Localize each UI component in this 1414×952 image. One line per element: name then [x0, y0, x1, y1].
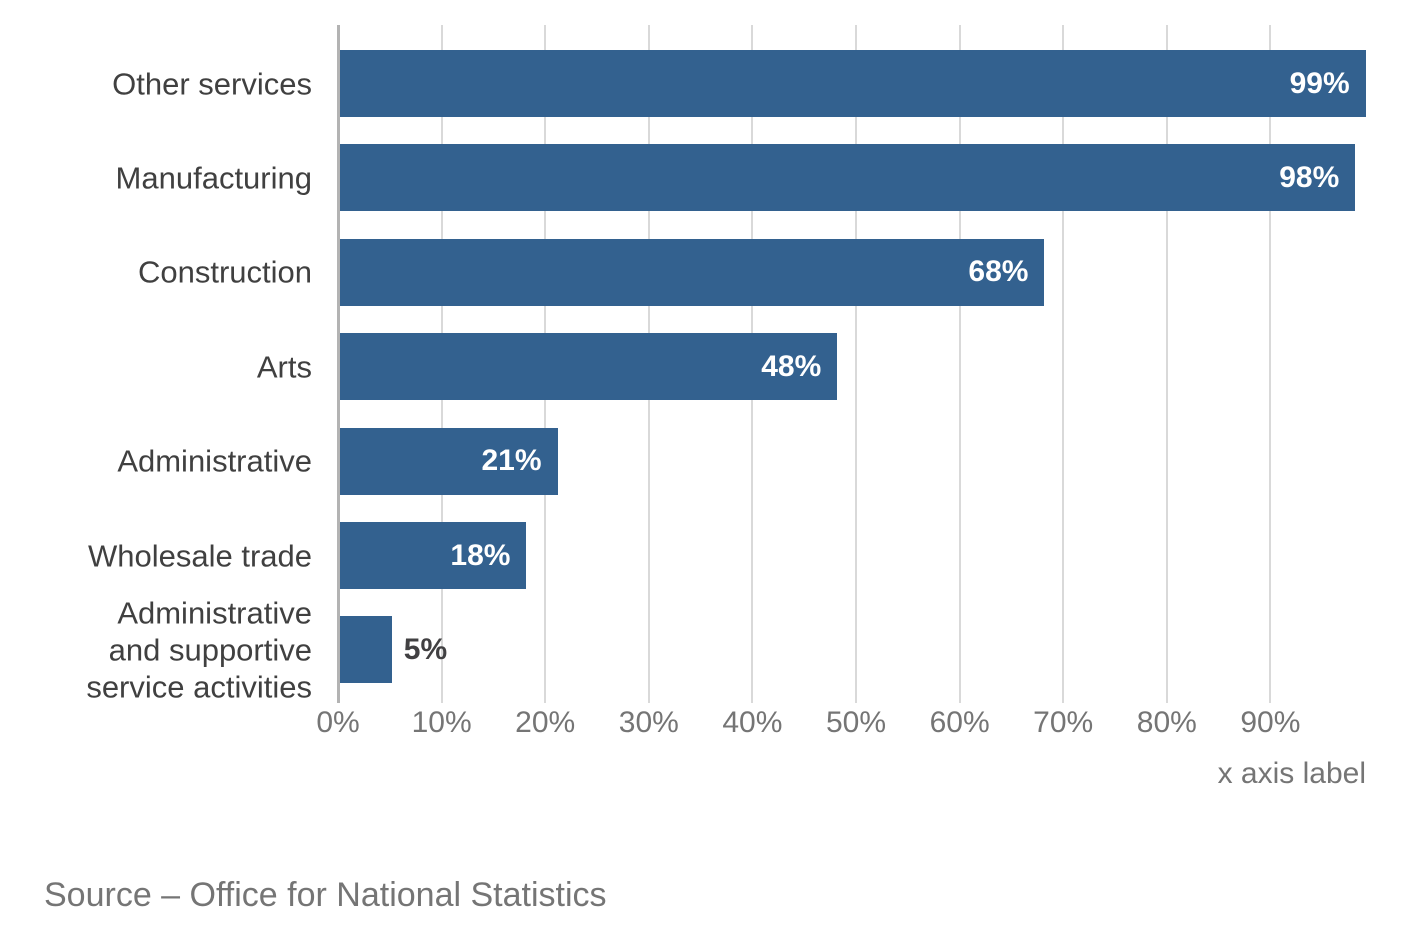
category-label: Manufacturing — [0, 159, 312, 196]
bar-value-label: 98% — [1279, 160, 1340, 194]
x-tick-label: 60% — [929, 706, 990, 739]
category-label: Arts — [0, 348, 312, 385]
category-label-line: Administrative — [117, 443, 312, 479]
x-tick-label: 0% — [316, 706, 360, 739]
gridline — [855, 25, 857, 703]
category-label: Wholesale trade — [0, 537, 312, 574]
bar-value-label: 99% — [1289, 66, 1350, 100]
source-note: Source – Office for National Statistics — [44, 876, 607, 914]
bar: 68% — [340, 238, 1045, 306]
gridline — [958, 25, 961, 703]
x-tick-label: 80% — [1136, 706, 1197, 739]
category-label: Other services — [0, 65, 312, 102]
category-label-line: Administrative — [117, 595, 312, 631]
x-tick-label: 40% — [722, 706, 783, 739]
bar: 99% — [340, 50, 1366, 117]
gridline — [1269, 25, 1272, 703]
gridline — [1165, 25, 1168, 703]
bar-value-label: 18% — [450, 538, 511, 572]
category-label: Administrative — [0, 443, 312, 480]
bar-value-label: 68% — [968, 255, 1029, 289]
x-tick-label: 50% — [825, 706, 887, 739]
category-label-line: Wholesale trade — [87, 538, 312, 573]
category-label-line: Arts — [256, 349, 312, 385]
bar-value-label: 5% — [403, 632, 448, 666]
x-tick-label: 20% — [515, 706, 576, 739]
category-label: Administrative and supportive service acti… — [0, 594, 312, 705]
category-label-line: service activities — [86, 669, 312, 705]
category-label-line: Construction — [137, 254, 312, 290]
x-tick-label: 70% — [1033, 706, 1094, 739]
category-label-line: Manufacturing — [115, 160, 312, 196]
y-axis-line — [337, 25, 340, 703]
bar: 98% — [340, 144, 1356, 212]
category-label-line: Other services — [112, 66, 312, 101]
x-tick-label: 10% — [411, 706, 472, 739]
x-tick-label: 90% — [1240, 706, 1301, 739]
bar-value-label: 48% — [761, 349, 822, 383]
bar-value-label: 21% — [481, 444, 542, 478]
bar: 48% — [340, 333, 838, 401]
bar: 18% — [340, 522, 527, 589]
category-label: Construction — [0, 254, 312, 291]
bar: 21% — [340, 427, 558, 495]
x-tick-label: 30% — [618, 706, 679, 739]
x-axis-title: x axis label — [1217, 757, 1366, 790]
gridline — [1062, 25, 1065, 703]
plot-area: 99% 98% 68% 48% 21% 18% 5% — [337, 25, 1374, 703]
category-label-line: and supportive — [108, 632, 312, 668]
bar: 5% — [340, 616, 447, 684]
